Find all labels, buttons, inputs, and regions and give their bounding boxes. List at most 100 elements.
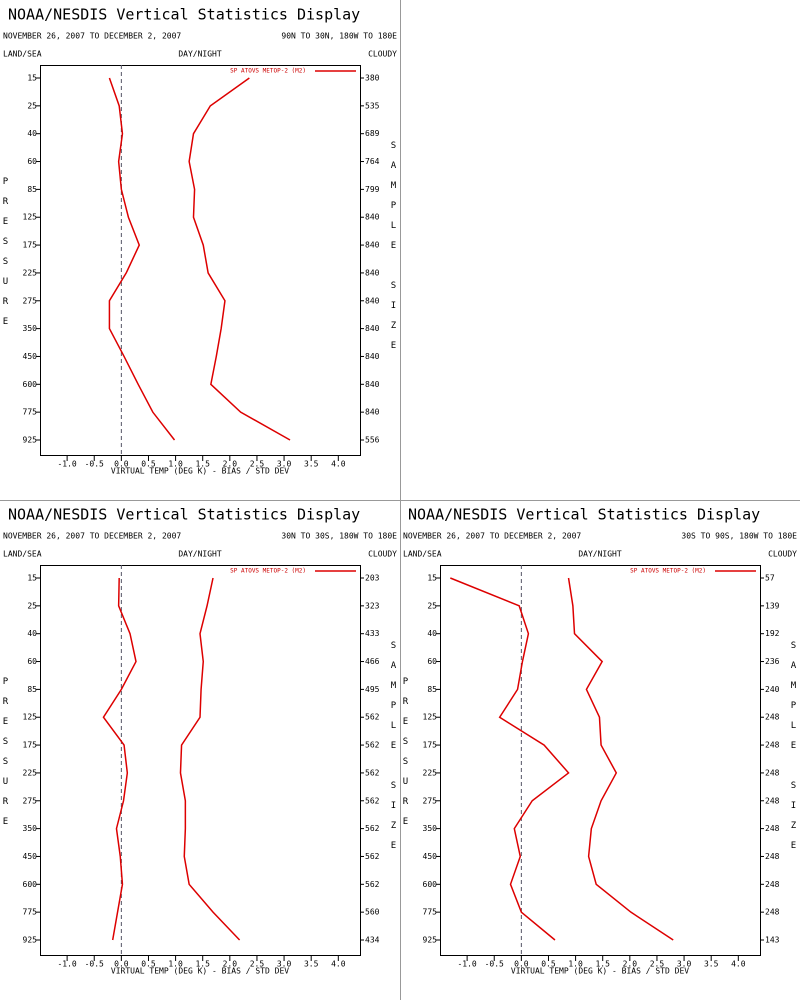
y2-axis-label: SAMPLE SIZE [389,141,399,361]
sample-size: 248 [765,908,780,917]
sample-size: 840 [365,408,380,417]
sample-size: 248 [765,852,780,861]
y-tick-label: 450 [423,852,438,861]
y-tick-label: 925 [423,936,438,945]
sample-size: 466 [365,657,380,666]
x-tick-label: 3.0 [277,460,292,469]
chart-title: NOAA/NESDIS Vertical Statistics Display [8,506,360,524]
sample-size: 192 [765,629,780,638]
std_dev-line [179,577,241,941]
y-tick-label: 175 [23,741,38,750]
sample-size: 433 [365,629,380,638]
x-tick-label: 2.5 [250,460,265,469]
y-tick-label: 85 [427,685,437,694]
x-tick-label: 1.5 [595,960,610,969]
sample-size: 840 [365,352,380,361]
x-tick-label: 0.0 [114,460,129,469]
y-tick-label: 775 [23,408,38,417]
sample-size: 248 [765,713,780,722]
std_dev-line [188,77,291,441]
sample-size: 560 [365,908,380,917]
x-tick-label: 2.0 [223,960,238,969]
sample-size: 434 [365,936,380,945]
plot-frame [40,565,361,956]
x-tick-label: 0.0 [114,960,129,969]
sample-size: 240 [765,685,780,694]
y-tick-label: 85 [27,685,37,694]
sample-size: 535 [365,101,380,110]
sample-size: 840 [365,296,380,305]
subtitle: NOVEMBER 26, 2007 TO DECEMBER 2, 2007 [403,532,581,541]
sample-size: 764 [365,157,380,166]
y-tick-label: 225 [23,268,38,277]
panel: NOAA/NESDIS Vertical Statistics Display N… [401,506,799,976]
y-axis-label: PRESSURE [1,677,11,837]
bias-line [108,77,176,441]
y-tick-label: 125 [23,713,38,722]
sample-size: 562 [365,741,380,750]
right-header: CLOUDY [368,550,397,559]
x-tick-label: -1.0 [57,960,76,969]
sample-size: 248 [765,824,780,833]
x-tick-label: 2.0 [223,460,238,469]
sample-size: 323 [365,601,380,610]
y-tick-label: 40 [427,629,437,638]
sample-size: 556 [365,436,380,445]
y2-axis-label: SAMPLE SIZE [389,641,399,861]
y-tick-label: 350 [23,824,38,833]
center-header: DAY/NIGHT [178,50,222,59]
y-tick-label: 40 [27,129,37,138]
sample-size: 840 [365,324,380,333]
y-tick-label: 350 [23,324,38,333]
sample-size: 380 [365,74,380,83]
legend-label: SP ATOVS METOP-2 (M2) [630,568,706,575]
x-tick-label: -0.5 [85,460,104,469]
sample-size: 689 [365,129,380,138]
sample-size: 203 [365,574,380,583]
y-tick-label: 85 [27,185,37,194]
sample-size: 562 [365,852,380,861]
y-tick-label: 175 [23,241,38,250]
sample-size: 562 [365,796,380,805]
panel: NOAA/NESDIS Vertical Statistics Display N… [1,506,399,976]
x-tick-label: 4.0 [331,960,346,969]
center-header: DAY/NIGHT [178,550,222,559]
sample-size: 139 [765,601,780,610]
center-header: DAY/NIGHT [578,550,622,559]
y-tick-label: 15 [27,74,37,83]
panel: NOAA/NESDIS Vertical Statistics Display N… [1,6,399,476]
sample-size: 840 [365,380,380,389]
y-tick-label: 15 [27,574,37,583]
x-tick-label: 0.5 [541,960,556,969]
left-header: LAND/SEA [3,50,42,59]
sample-size: 799 [365,185,380,194]
sample-size: 562 [365,768,380,777]
sample-size: 57 [765,574,775,583]
subtitle: NOVEMBER 26, 2007 TO DECEMBER 2, 2007 [3,32,181,41]
std_dev-line [567,577,674,941]
left-header: LAND/SEA [3,550,42,559]
y-tick-label: 25 [27,601,37,610]
chart-title: NOAA/NESDIS Vertical Statistics Display [408,506,760,524]
region: 90N TO 30N, 180W TO 180E [281,32,397,41]
y-tick-label: 600 [423,880,438,889]
x-tick-label: 0.5 [141,460,156,469]
y-tick-label: 925 [23,936,38,945]
y-tick-label: 40 [27,629,37,638]
legend-label: SP ATOVS METOP-2 (M2) [230,68,306,75]
x-axis-label: VIRTUAL TEMP (DEG K) - BIAS / STD DEV [511,967,689,976]
x-tick-label: -0.5 [485,960,504,969]
y-tick-label: 275 [23,796,38,805]
y-tick-label: 25 [27,101,37,110]
x-axis-label: VIRTUAL TEMP (DEG K) - BIAS / STD DEV [111,467,289,476]
x-tick-label: 2.0 [623,960,638,969]
y-tick-label: 450 [23,852,38,861]
y2-axis-label: SAMPLE SIZE [789,641,799,861]
x-tick-label: 3.5 [704,960,719,969]
chart-title: NOAA/NESDIS Vertical Statistics Display [8,6,360,24]
sample-size: 236 [765,657,780,666]
x-tick-label: -1.0 [57,460,76,469]
sample-size: 562 [365,713,380,722]
x-tick-label: 3.0 [277,960,292,969]
